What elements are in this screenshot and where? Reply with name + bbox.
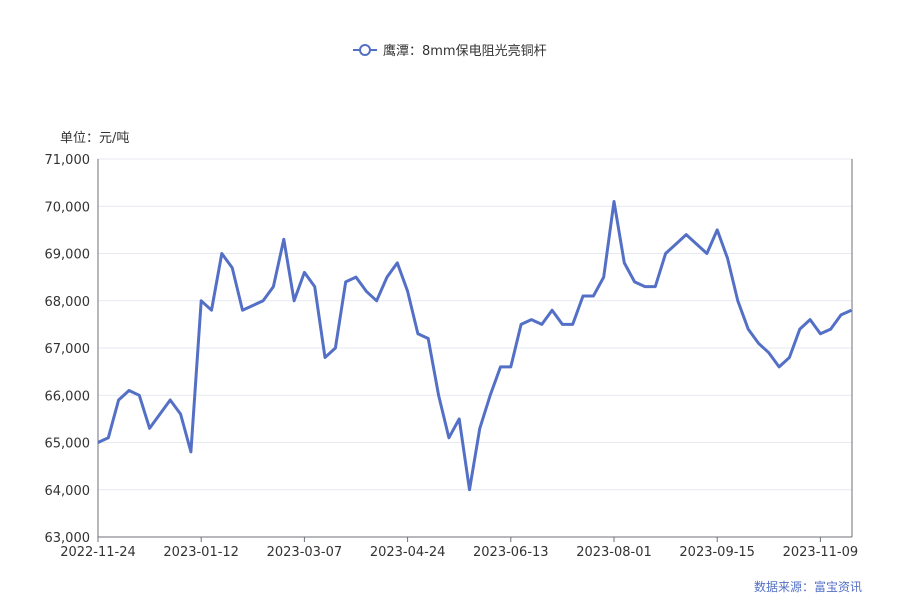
legend-label: 鹰潭：8mm保电阻光亮铜杆 [383,43,547,59]
x-tick-label: 2022-11-24 [60,545,136,560]
x-tick-label: 2023-01-12 [163,545,239,560]
x-tick-label: 2023-04-24 [370,545,446,560]
y-axis-label: 单位：元/吨 [60,131,129,146]
y-tick-label: 66,000 [45,389,91,404]
line [97,200,853,492]
legend-marker [359,44,371,56]
y-tick-label: 69,000 [45,248,91,263]
y-tick-label: 64,000 [45,484,91,499]
x-tick-label: 2023-03-07 [267,545,343,560]
y-tick-label: 71,000 [45,153,91,168]
x-tick-label: 2023-11-09 [783,545,859,560]
x-tick-label: 2023-08-01 [576,545,652,560]
y-tick-label: 67,000 [45,342,91,357]
y-tick-label: 63,000 [45,531,91,546]
source: 数据来源：富宝资讯 [754,579,862,594]
x-tick-label: 2023-06-13 [473,545,549,560]
y-tick-label: 70,000 [45,200,91,215]
y-tick-label: 65,000 [45,437,91,452]
x-tick-label: 2023-09-15 [679,545,755,560]
y-tick-label: 68,000 [45,295,91,310]
